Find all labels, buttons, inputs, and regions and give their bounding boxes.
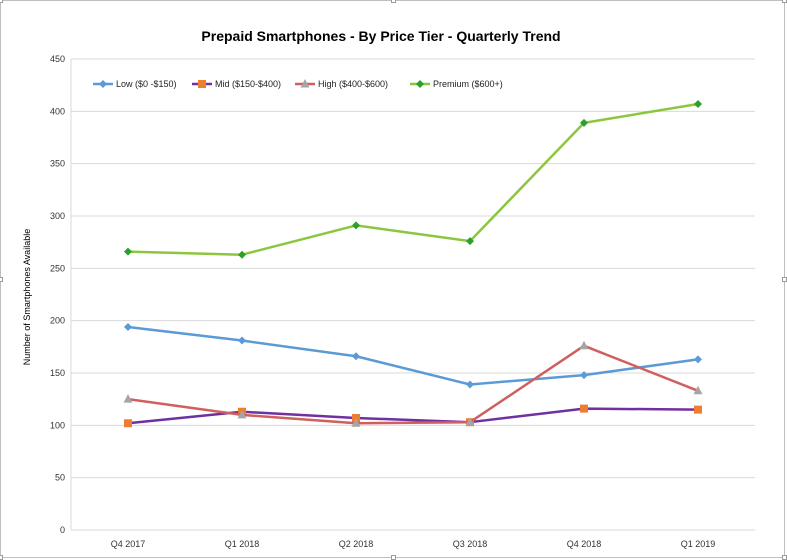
x-tick-label: Q1 2019 <box>681 539 716 549</box>
gridlines <box>70 58 755 531</box>
legend-marker-mid-150-400 <box>198 80 206 88</box>
data-point-mid-150-400 <box>124 419 132 428</box>
legend-marker-high-400-600 <box>300 79 310 88</box>
legend: Low ($0 -$150) Mid ($150-$400) High ($400-… <box>93 79 503 89</box>
data-point-high-400-600 <box>693 385 703 395</box>
legend-label-mid-150-400: Mid ($150-$400) <box>215 79 281 89</box>
data-point-high-400-600 <box>351 418 361 427</box>
legend-marker-low-0-150 <box>99 80 107 88</box>
x-tick-label: Q1 2018 <box>225 539 260 549</box>
data-point-mid-150-400 <box>694 405 702 414</box>
legend-item-premium-600: Premium ($600+) <box>410 79 503 89</box>
y-tick-label: 200 <box>50 316 65 326</box>
y-tick-label: 0 <box>60 525 65 535</box>
data-point-premium-600 <box>238 250 246 259</box>
series-line-mid-150-400 <box>127 407 699 425</box>
data-point-high-400-600 <box>237 409 247 419</box>
y-tick-label: 150 <box>50 368 65 378</box>
y-axis-title: Number of Smartphones Available <box>22 229 32 365</box>
series-line-premium-600 <box>127 102 699 256</box>
data-point-low-0-150 <box>124 322 132 331</box>
legend-label-premium-600: Premium ($600+) <box>433 79 503 89</box>
x-axis-ticks: Q4 2017 Q1 2018 Q2 2018 Q3 2018 Q4 2018 Q1 20… <box>111 539 716 549</box>
series-line-high-400-600 <box>127 344 699 425</box>
y-tick-label: 300 <box>50 211 65 221</box>
legend-item-high-400-600: High ($400-$600) <box>295 79 388 89</box>
data-point-high-400-600 <box>579 340 589 350</box>
y-tick-label: 50 <box>55 473 65 483</box>
chart-title: Prepaid Smartphones - By Price Tier - Qu… <box>201 28 560 44</box>
series-line-low-0-150 <box>127 325 699 386</box>
x-tick-label: Q2 2018 <box>339 539 374 549</box>
resize-handle-top-center[interactable] <box>391 0 396 3</box>
x-tick-label: Q4 2018 <box>567 539 602 549</box>
x-tick-label: Q3 2018 <box>453 539 488 549</box>
series-lines <box>123 100 703 428</box>
data-point-low-0-150 <box>580 371 588 380</box>
y-tick-label: 450 <box>50 54 65 64</box>
data-point-low-0-150 <box>466 380 474 389</box>
legend-marker-premium-600 <box>416 80 424 88</box>
data-point-high-400-600 <box>465 417 475 426</box>
resize-handle-middle-left[interactable] <box>0 277 3 282</box>
data-point-premium-600 <box>352 221 360 230</box>
y-axis-ticks: 0 50 100 150 200 250 300 350 400 450 <box>50 54 65 535</box>
data-point-low-0-150 <box>238 336 246 345</box>
legend-item-low-0-150: Low ($0 -$150) <box>93 79 177 89</box>
legend-label-high-400-600: High ($400-$600) <box>318 79 388 89</box>
y-tick-label: 250 <box>50 263 65 273</box>
data-point-mid-150-400 <box>352 414 360 423</box>
series-low-0-150 <box>124 322 702 389</box>
series-high-400-600 <box>123 340 703 427</box>
y-tick-label: 350 <box>50 159 65 169</box>
x-tick-label: Q4 2017 <box>111 539 146 549</box>
data-point-low-0-150 <box>352 352 360 361</box>
resize-handle-top-left[interactable] <box>0 0 3 3</box>
data-point-low-0-150 <box>694 355 702 364</box>
y-tick-label: 400 <box>50 106 65 116</box>
legend-item-mid-150-400: Mid ($150-$400) <box>192 79 281 89</box>
data-point-premium-600 <box>694 100 702 109</box>
data-point-high-400-600 <box>123 394 133 403</box>
data-point-premium-600 <box>466 237 474 246</box>
legend-label-low-0-150: Low ($0 -$150) <box>116 79 177 89</box>
data-point-premium-600 <box>124 247 132 256</box>
y-tick-label: 100 <box>50 420 65 430</box>
data-point-premium-600 <box>580 118 588 127</box>
data-point-mid-150-400 <box>580 404 588 413</box>
series-premium-600 <box>124 100 702 259</box>
